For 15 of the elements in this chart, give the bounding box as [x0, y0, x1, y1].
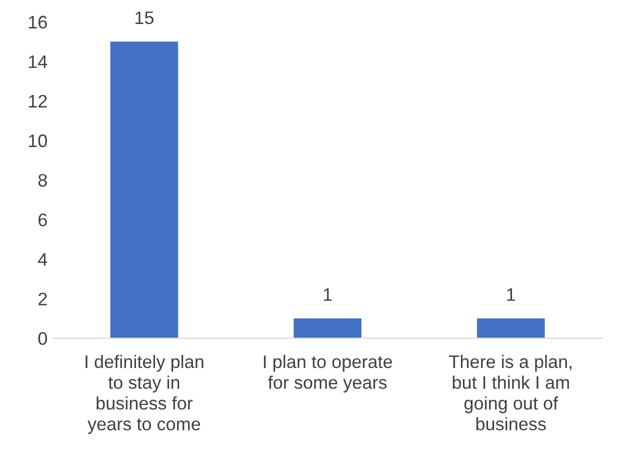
y-tick-label: 8: [38, 174, 47, 187]
y-tick-label: 12: [28, 94, 47, 108]
x-tick-label: I definitely plan to stay in business for years to come: [86, 354, 204, 434]
y-tick-label: 16: [28, 16, 47, 29]
y-tick-label: 0: [38, 332, 47, 345]
y-tick-label: 10: [28, 134, 47, 148]
data-label: 1: [324, 288, 332, 301]
x-tick-label: I plan to operate for some years: [264, 354, 392, 392]
y-tick-label: 14: [28, 56, 48, 68]
x-tick-label: There is a plan, but I think I am going out of business: [449, 354, 572, 430]
y-tick-label: 2: [38, 292, 47, 306]
data-label: 1: [507, 288, 516, 301]
data-label: 15: [136, 12, 154, 24]
y-tick-label: 6: [38, 214, 47, 226]
y-tick-label: 4: [38, 253, 48, 266]
